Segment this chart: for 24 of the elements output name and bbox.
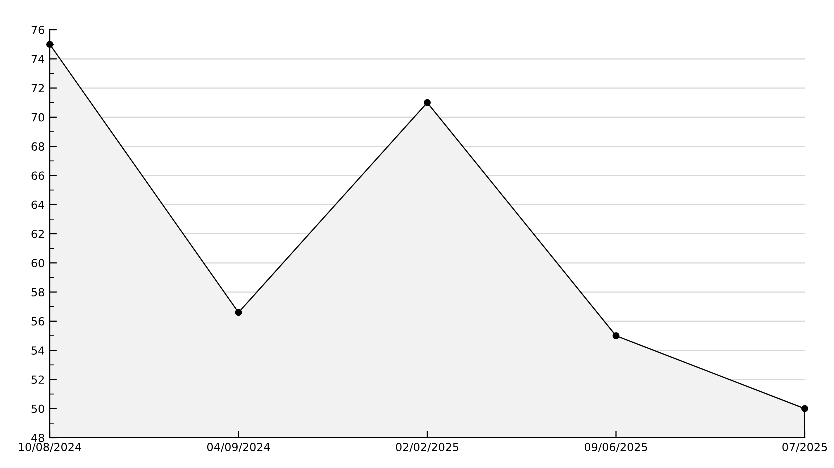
point [235,309,242,316]
y-tick-label: 48 [32,434,44,442]
y-tick-label: 70 [32,113,44,122]
x-tick-label: 04/09/2024 [207,443,270,452]
x-tick-label: 07/2025 [782,443,828,452]
point [424,99,431,106]
y-tick-label: 60 [32,259,44,268]
x-tick-label: 10/08/2024 [19,443,82,452]
x-tick-label: 02/02/2025 [396,443,459,452]
y-tick-label: 50 [32,404,44,414]
point [612,332,620,340]
y-tick-label: 76 [32,26,44,34]
y-tick-label: 56 [32,317,44,326]
y-tick-label: 62 [32,230,44,238]
y-tick-label: 64 [32,200,45,210]
y-tick-label: 52 [32,376,44,384]
y-tick-label: 58 [32,288,44,297]
y-tick-label: 72 [32,84,44,93]
point [802,405,808,412]
y-tick-label: 66 [32,172,44,180]
x-tick-label: 09/06/2025 [584,443,648,452]
y-tick-label: 74 [32,55,45,64]
y-tick-label: 68 [32,142,44,151]
y-tick-label: 54 [32,346,45,355]
